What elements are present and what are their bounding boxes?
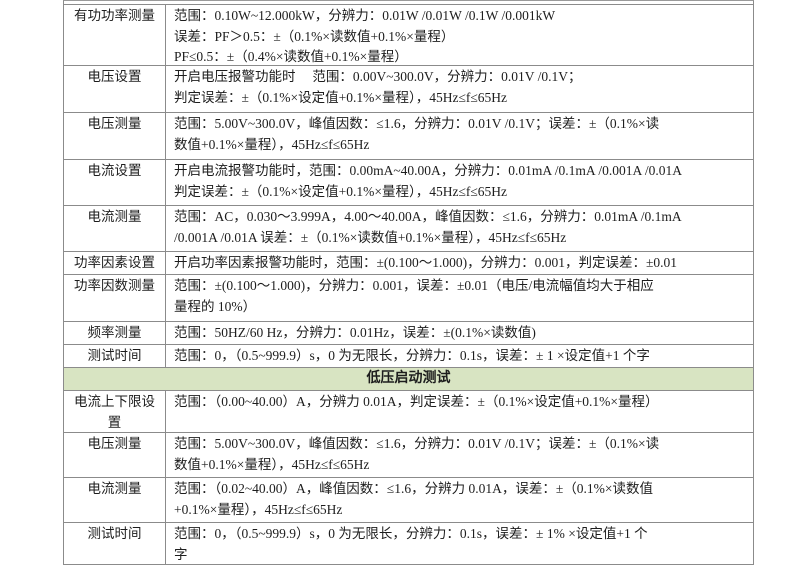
specification-table: 有功功率测量 范围：0.10W~12.000kW，分辨力：0.01W /0.01W… xyxy=(63,0,754,565)
row-content: 范围：±(0.100～1.000)，分辨力：0.001，误差：±0.01（电压/… xyxy=(174,278,654,314)
row-label: 测试时间 xyxy=(64,523,166,564)
section-header-row: 低压启动测试 xyxy=(64,368,753,391)
table-row: 测试时间 范围：0，（0.5~999.9）s，0 为无限长，分辨力：0.1s，误差… xyxy=(64,345,753,368)
row-label: 有功功率测量 xyxy=(64,5,166,65)
table-row: 电压测量 范围：5.00V~300.0V，峰值因数：≤1.6，分辨力：0.01V … xyxy=(64,433,753,478)
section-header-label: 低压启动测试 xyxy=(366,371,451,386)
spec-table-body: 有功功率测量 范围：0.10W~12.000kW，分辨力：0.01W /0.01W… xyxy=(63,4,754,565)
table-row: 功率因素设置 开启功率因素报警功能时，范围：±(0.100～1.000)，分辨力：… xyxy=(64,252,753,275)
table-row: 电流测量 范围：AC，0.030～3.999A，4.00～40.00A，峰值因数：… xyxy=(64,206,753,252)
spec-rows-low-voltage: 电流上下限设置 范围：（0.00~40.00）A，分辨力 0.01A，判定误差：±… xyxy=(64,391,753,565)
row-label: 电流测量 xyxy=(64,478,166,522)
table-row: 功率因数测量 范围：±(0.100～1.000)，分辨力：0.001，误差：±0.… xyxy=(64,275,753,322)
row-content: 范围：0，（0.5~999.9）s，0 为无限长，分辨力：0.1s，误差：± 1… xyxy=(174,526,648,562)
row-content: 开启电压报警功能时 范围：0.00V~300.0V，分辨力：0.01V /0.1… xyxy=(174,69,582,105)
row-content: 范围：5.00V~300.0V，峰值因数：≤1.6，分辨力：0.01V /0.1… xyxy=(174,436,660,472)
table-row: 电流设置 开启电流报警功能时，范围：0.00mA~40.00A，分辨力：0.01m… xyxy=(64,160,753,206)
row-label: 电流测量 xyxy=(64,206,166,251)
row-label: 电流设置 xyxy=(64,160,166,205)
row-label: 功率因素设置 xyxy=(64,252,166,274)
row-label: 测试时间 xyxy=(64,345,166,367)
row-content: 范围：0.10W~12.000kW，分辨力：0.01W /0.01W /0.1W… xyxy=(174,8,556,64)
row-content: 范围：（0.02~40.00）A，峰值因数：≤1.6，分辨力 0.01A，误差：… xyxy=(174,481,653,517)
table-row: 电压测量 范围：5.00V~300.0V，峰值因数：≤1.6，分辨力：0.01V … xyxy=(64,113,753,160)
row-label: 电压测量 xyxy=(64,113,166,159)
table-row: 电流上下限设置 范围：（0.00~40.00）A，分辨力 0.01A，判定误差：±… xyxy=(64,391,753,433)
row-label: 电压测量 xyxy=(64,433,166,477)
table-row: 电流测量 范围：（0.02~40.00）A，峰值因数：≤1.6，分辨力 0.01A… xyxy=(64,478,753,523)
table-row: 有功功率测量 范围：0.10W~12.000kW，分辨力：0.01W /0.01W… xyxy=(64,5,753,66)
spec-rows-main: 有功功率测量 范围：0.10W~12.000kW，分辨力：0.01W /0.01W… xyxy=(64,5,753,368)
row-label: 频率测量 xyxy=(64,322,166,344)
table-row: 测试时间 范围：0，（0.5~999.9）s，0 为无限长，分辨力：0.1s，误差… xyxy=(64,523,753,565)
row-content: 范围：5.00V~300.0V，峰值因数：≤1.6，分辨力：0.01V /0.1… xyxy=(174,116,660,152)
row-label: 功率因数测量 xyxy=(64,275,166,321)
row-content: 范围：0，（0.5~999.9）s，0 为无限长，分辨力：0.1s，误差：± 1… xyxy=(174,348,650,363)
row-content: 范围：50HZ/60 Hz，分辨力：0.01Hz，误差：±(0.1%×读数值) xyxy=(174,325,536,340)
row-content: 开启电流报警功能时，范围：0.00mA~40.00A，分辨力：0.01mA /0… xyxy=(174,163,682,199)
row-content: 开启功率因素报警功能时，范围：±(0.100～1.000)，分辨力：0.001，… xyxy=(174,255,678,270)
row-content: 范围：AC，0.030～3.999A，4.00～40.00A，峰值因数：≤1.6… xyxy=(174,209,682,245)
row-label: 电流上下限设置 xyxy=(64,391,166,432)
table-row: 电压设置 开启电压报警功能时 范围：0.00V~300.0V，分辨力：0.01V … xyxy=(64,66,753,113)
truncated-row-above xyxy=(63,0,754,4)
row-content: 范围：（0.00~40.00）A，分辨力 0.01A，判定误差：±（0.1%×设… xyxy=(174,394,659,409)
table-row: 频率测量 范围：50HZ/60 Hz，分辨力：0.01Hz，误差：±(0.1%×读… xyxy=(64,322,753,345)
row-label: 电压设置 xyxy=(64,66,166,112)
